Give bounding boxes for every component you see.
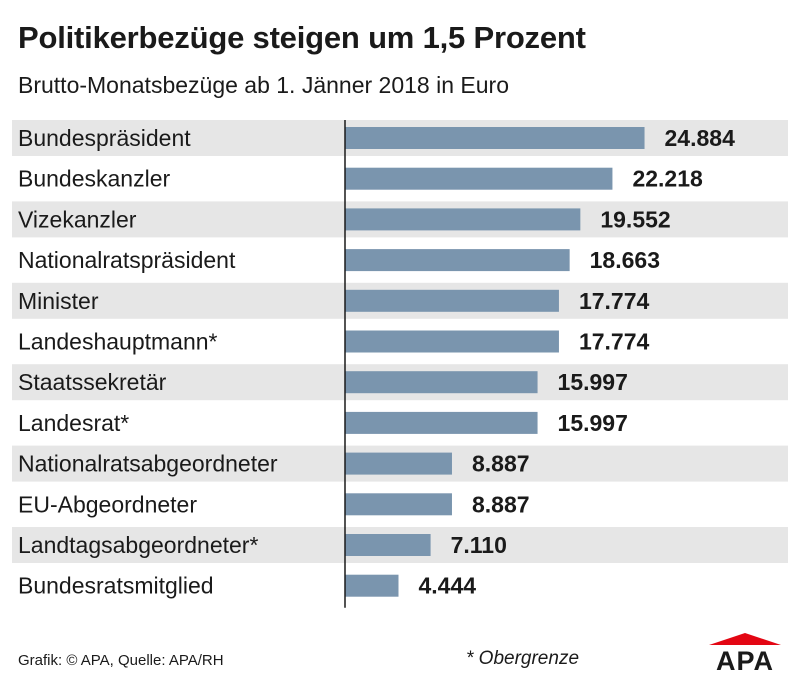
bar bbox=[345, 493, 452, 516]
bar bbox=[345, 330, 559, 353]
chart-subtitle: Brutto-Monatsbezüge ab 1. Jänner 2018 in… bbox=[18, 72, 509, 98]
bar bbox=[345, 289, 559, 312]
value-label: 22.218 bbox=[632, 166, 703, 192]
category-label: EU-Abgeordneter bbox=[18, 491, 197, 517]
chart-title: Politikerbezüge steigen um 1,5 Prozent bbox=[18, 20, 586, 55]
category-label: Nationalratspräsident bbox=[18, 247, 236, 273]
bar bbox=[345, 534, 431, 556]
value-label: 24.884 bbox=[665, 125, 736, 151]
value-label: 18.663 bbox=[590, 247, 660, 273]
value-label: 7.110 bbox=[451, 532, 507, 558]
bar bbox=[345, 127, 645, 149]
category-label: Bundesratsmitglied bbox=[18, 573, 214, 599]
bar bbox=[345, 452, 452, 475]
value-label: 17.774 bbox=[579, 288, 650, 314]
value-label: 8.887 bbox=[472, 451, 530, 477]
value-label: 15.997 bbox=[558, 410, 628, 436]
bar bbox=[345, 574, 399, 597]
bar bbox=[345, 208, 581, 231]
value-label: 4.444 bbox=[418, 573, 476, 599]
bar bbox=[345, 167, 613, 190]
category-label: Minister bbox=[18, 288, 99, 314]
category-label: Landesrat* bbox=[18, 410, 129, 436]
bar bbox=[345, 371, 538, 394]
value-label: 15.997 bbox=[558, 369, 628, 395]
category-label: Landeshauptmann* bbox=[18, 329, 218, 355]
bar bbox=[345, 411, 538, 434]
apa-logo-text: APA bbox=[716, 646, 774, 672]
footnote: * Obergrenze bbox=[466, 648, 580, 669]
value-label: 19.552 bbox=[600, 206, 670, 232]
category-label: Nationalratsabgeordneter bbox=[18, 451, 278, 477]
category-label: Staatssekretär bbox=[18, 369, 167, 395]
category-label: Landtagsabgeordneter* bbox=[18, 532, 258, 558]
apa-logo: APA bbox=[709, 633, 781, 672]
category-label: Bundeskanzler bbox=[18, 166, 170, 192]
value-label: 17.774 bbox=[579, 329, 650, 355]
category-label: Vizekanzler bbox=[18, 206, 137, 232]
category-label: Bundespräsident bbox=[18, 125, 191, 151]
value-label: 8.887 bbox=[472, 491, 530, 517]
bar bbox=[345, 249, 570, 272]
apa-logo-roof-icon bbox=[709, 633, 781, 645]
source-credit: Grafik: © APA, Quelle: APA/RH bbox=[18, 652, 224, 669]
